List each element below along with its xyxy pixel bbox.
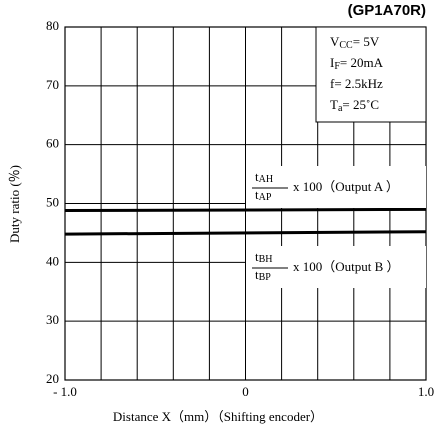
condition-sub: F [334, 61, 340, 72]
num-sub: AH [259, 174, 273, 185]
x-tick-label: 0 [242, 384, 249, 399]
x-tick-label: - 1.0 [53, 384, 77, 399]
y-tick-label: 30 [46, 312, 59, 327]
y-tick-label: 70 [46, 77, 59, 92]
condition-base: V [330, 34, 340, 49]
condition-sub: CC [339, 40, 353, 51]
condition-base: f= 2.5kHz [330, 76, 383, 91]
y-tick-label: 20 [46, 371, 59, 386]
den-base: t [255, 187, 259, 202]
condition: VCC= 5V [330, 34, 380, 51]
condition-rest: = 25˚C [342, 97, 379, 112]
num-base: t [255, 249, 259, 264]
numerator: tBH [255, 249, 273, 265]
x-tick-label: 1.0 [418, 384, 434, 399]
condition-base: I [330, 55, 334, 70]
annotation-text: x 100（Output A ） [293, 179, 399, 194]
den-sub: BP [259, 272, 272, 283]
num-sub: BH [259, 254, 273, 265]
condition: IF= 20mA [330, 55, 384, 72]
den-sub: AP [259, 192, 272, 203]
conditions-box [315, 26, 427, 123]
condition: f= 2.5kHz [330, 76, 383, 91]
y-tick-label: 40 [46, 253, 59, 268]
condition-rest: = 20mA [340, 55, 384, 70]
condition: Ta= 25˚C [330, 97, 379, 114]
condition-base: T [330, 97, 338, 112]
num-base: t [255, 169, 259, 184]
chart-title: (GP1A70R) [348, 2, 426, 19]
denominator: tAP [255, 187, 272, 203]
y-axis-label: Duty ratio (％) [7, 165, 22, 243]
series-line [64, 207, 427, 213]
y-tick-label: 50 [46, 194, 59, 209]
series-line [64, 230, 427, 236]
denominator: tBP [255, 267, 271, 283]
x-axis-label: Distance X（mm）（Shifting encoder） [113, 409, 323, 424]
condition-rest: = 5V [353, 34, 380, 49]
den-base: t [255, 267, 259, 282]
numerator: tAH [255, 169, 273, 185]
annotation-bg [246, 246, 426, 288]
annotation-text: x 100（Output B ） [293, 259, 400, 274]
y-tick-label: 60 [46, 136, 59, 151]
condition-sub: a [338, 103, 343, 114]
y-tick-label: 80 [46, 18, 59, 33]
annotation-bg [246, 166, 426, 208]
